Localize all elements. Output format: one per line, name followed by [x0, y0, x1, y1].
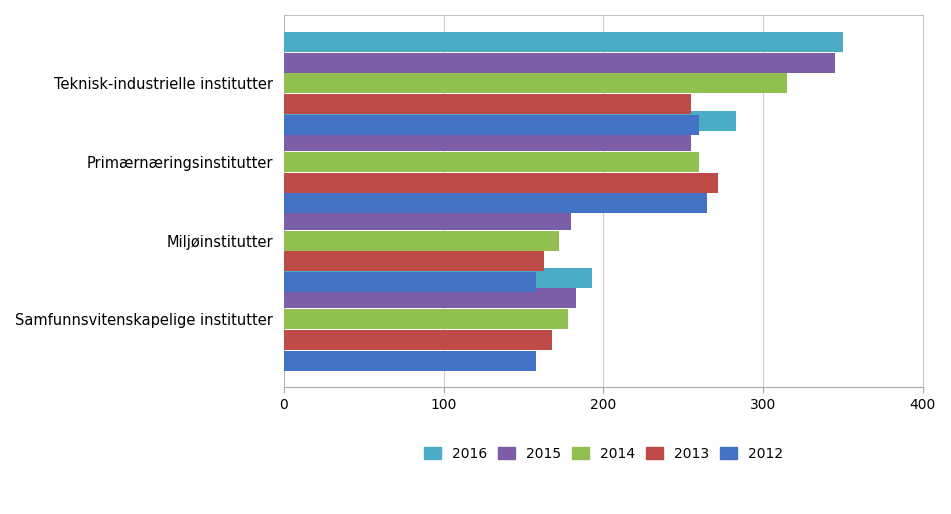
Bar: [284, 115, 699, 135]
Bar: [284, 74, 787, 94]
Bar: [284, 210, 572, 230]
Bar: [284, 230, 558, 250]
Bar: [284, 272, 536, 292]
Bar: [284, 94, 691, 114]
Bar: [284, 131, 691, 151]
Bar: [284, 111, 736, 131]
Bar: [284, 152, 699, 172]
Bar: [284, 173, 718, 193]
Bar: [284, 330, 553, 350]
Legend: 2016, 2015, 2014, 2013, 2012: 2016, 2015, 2014, 2013, 2012: [419, 443, 787, 465]
Bar: [284, 251, 544, 271]
Bar: [284, 193, 708, 213]
Bar: [284, 52, 835, 72]
Bar: [284, 351, 536, 371]
Bar: [284, 309, 569, 329]
Bar: [284, 288, 576, 308]
Bar: [284, 268, 592, 288]
Bar: [284, 32, 843, 52]
Bar: [284, 189, 555, 209]
